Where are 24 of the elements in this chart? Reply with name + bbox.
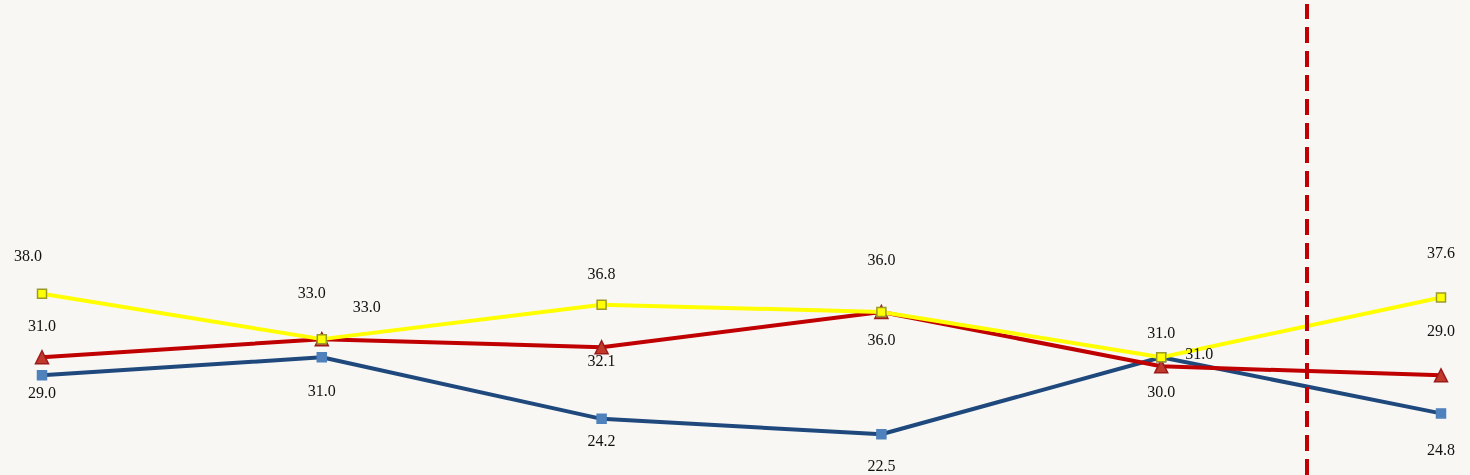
data-label: 31.0 (1147, 323, 1176, 341)
point (1433, 368, 1449, 383)
point (1435, 292, 1447, 303)
data-label: 24.2 (587, 432, 616, 450)
point (36, 288, 48, 300)
data-label: 31.0 (307, 381, 336, 399)
data-label: 38.0 (14, 247, 42, 265)
data-label: 24.8 (1427, 440, 1455, 458)
data-label: 30.0 (1147, 382, 1176, 400)
point (596, 299, 607, 310)
point (34, 350, 50, 365)
data-label: 36.0 (867, 251, 896, 269)
data-label: 33.0 (352, 297, 381, 315)
data-label: 29.0 (28, 383, 56, 401)
data-label: 31.0 (1185, 344, 1214, 362)
data-label: 31.0 (28, 316, 56, 334)
data-label: 32.1 (587, 351, 616, 369)
data-label: 36.0 (867, 331, 896, 349)
data-label: 36.8 (587, 265, 616, 283)
data-label: 22.5 (867, 456, 896, 474)
data-label: 37.6 (1427, 243, 1455, 261)
data-label: 29.0 (1427, 321, 1455, 339)
point (594, 340, 609, 355)
data-label: 33.0 (297, 283, 326, 301)
